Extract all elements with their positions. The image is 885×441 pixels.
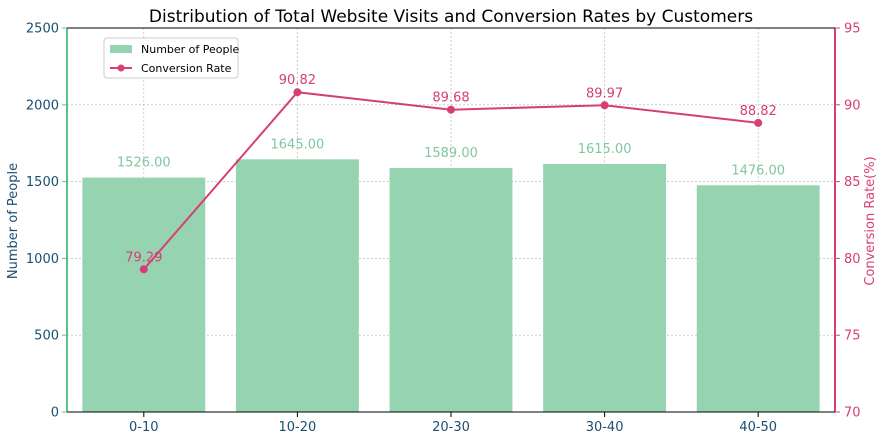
right-tick-label: 85 xyxy=(844,175,861,190)
left-tick-label: 2000 xyxy=(26,98,59,113)
left-tick-label: 0 xyxy=(51,406,59,421)
bar-value-label: 1526.00 xyxy=(117,156,171,171)
line-value-label: 88.82 xyxy=(740,104,777,119)
line-data-labels: 79.29 90.82 89.68 89.97 88.82 xyxy=(125,73,777,265)
left-tick-label: 2500 xyxy=(26,22,59,37)
y-axis-label-left: Number of People xyxy=(6,163,21,279)
x-tick-label: 20-30 xyxy=(432,420,470,435)
bar xyxy=(389,167,513,412)
legend: Number of People Conversion Rate xyxy=(103,37,240,79)
bar-data-labels: 1526.00 1645.00 1589.00 1615.00 1476.00 xyxy=(117,137,785,178)
legend-line-marker xyxy=(117,64,125,72)
line-point xyxy=(754,118,763,127)
bar-value-label: 1476.00 xyxy=(731,163,785,178)
legend-bar-swatch xyxy=(110,45,132,53)
right-tick-label: 75 xyxy=(844,329,861,344)
bar-value-label: 1615.00 xyxy=(578,142,632,157)
legend-line-label: Conversion Rate xyxy=(141,62,232,75)
line-value-label: 90.82 xyxy=(279,73,316,88)
bar xyxy=(696,185,820,412)
right-tick-label: 95 xyxy=(844,22,861,37)
line-point xyxy=(139,265,148,274)
legend-bar-label: Number of People xyxy=(141,43,240,56)
x-tick-label: 30-40 xyxy=(586,420,624,435)
right-tick-label: 90 xyxy=(844,98,861,113)
line-series xyxy=(139,88,763,274)
line-point xyxy=(600,101,609,110)
line-value-label: 89.68 xyxy=(432,91,469,106)
y-axis-label-right: Conversion Rate(%) xyxy=(863,156,878,285)
left-tick-label: 1000 xyxy=(26,252,59,267)
bar xyxy=(235,159,359,412)
left-tick-label: 1500 xyxy=(26,175,59,190)
bar xyxy=(543,163,667,412)
line-point xyxy=(447,105,455,114)
bar xyxy=(82,177,206,412)
x-tick-label: 10-20 xyxy=(279,420,317,435)
x-tick-label: 40-50 xyxy=(739,420,777,435)
line-point xyxy=(293,88,302,97)
line-value-label: 79.29 xyxy=(125,250,162,265)
bar-value-label: 1645.00 xyxy=(271,137,325,152)
right-tick-label: 80 xyxy=(844,252,861,267)
bar-value-label: 1589.00 xyxy=(424,146,478,161)
chart-title: Distribution of Total Website Visits and… xyxy=(149,7,753,27)
line-value-label: 89.97 xyxy=(586,86,623,101)
bar-series xyxy=(82,159,820,412)
right-tick-label: 70 xyxy=(844,406,861,421)
left-y-ticks: 0 500 1000 1500 2000 2500 xyxy=(26,22,67,421)
left-tick-label: 500 xyxy=(34,329,59,344)
right-y-ticks: 70 75 80 85 90 95 xyxy=(835,22,861,421)
x-tick-label: 0-10 xyxy=(129,420,159,435)
x-ticks: 0-10 10-20 20-30 30-40 40-50 xyxy=(129,412,777,435)
